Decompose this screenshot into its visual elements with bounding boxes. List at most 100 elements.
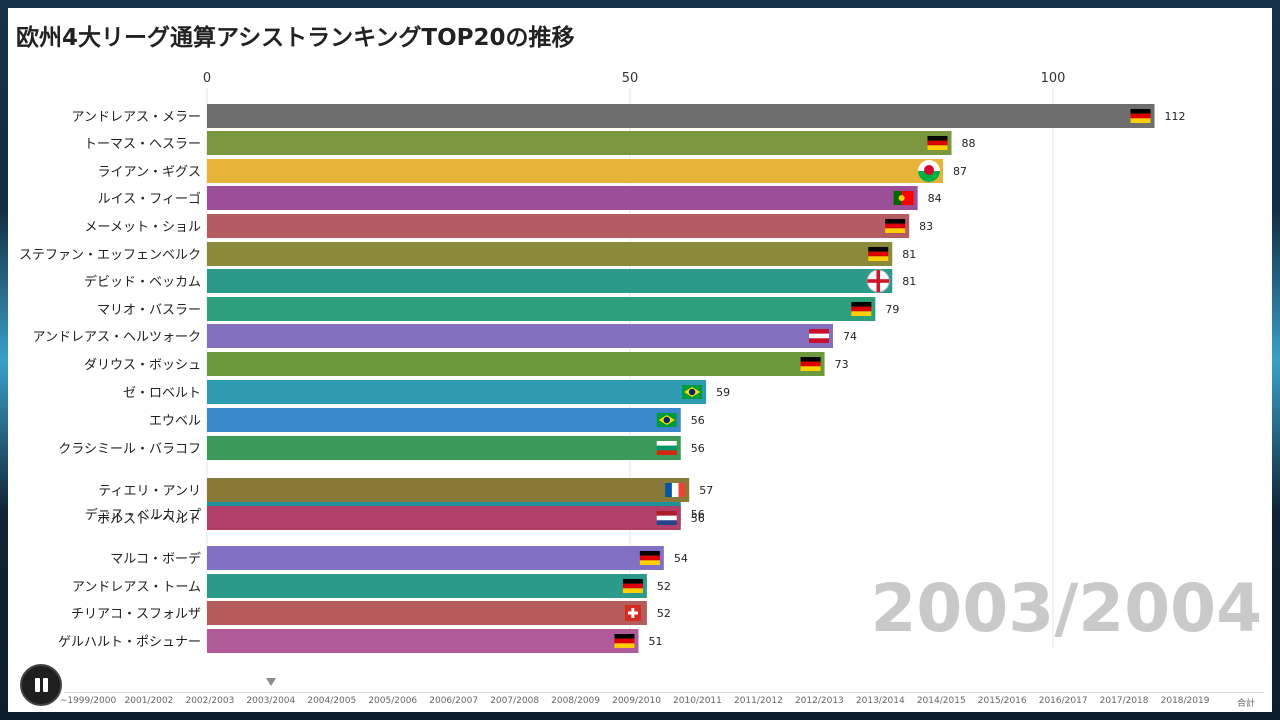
bar-label-11: エウベル [149, 414, 201, 429]
timeline[interactable]: ~1999/2000 2001/2002 2002/2003 2003/2004 200… [8, 668, 1272, 709]
bar-value-19: 51 [648, 635, 662, 648]
bar-label-19: ゲルハルト・ポシュナー [58, 635, 201, 650]
bar-value-11: 56 [691, 414, 705, 427]
bar-label-7: マリオ・バスラー [97, 303, 201, 318]
chart-panel: 欧州4大リーグ通算アシストランキングTOP20の推移 0 50 100 アンドレアス・… [8, 8, 1272, 712]
germany-flag-icon [800, 357, 821, 371]
bar-label-10: ゼ・ロベルト [123, 386, 201, 401]
x-tick-label: 100 [1041, 71, 1066, 86]
timeline-label[interactable]: 2007/2008 [490, 696, 540, 706]
bar-label-18: チリアコ・スフォルザ [71, 607, 201, 622]
bar-0 [207, 104, 1155, 128]
france-flag-icon [665, 483, 686, 497]
timeline-label[interactable]: 2005/2006 [368, 696, 418, 706]
bar-value-2: 87 [953, 165, 967, 178]
germany-flag-icon [885, 219, 906, 233]
bar-3 [207, 186, 918, 210]
page-title: 欧州4大リーグ通算アシストランキングTOP20の推移 [16, 25, 575, 51]
bar-label-16: マルコ・ボーデ [110, 551, 201, 567]
brazil-flag-icon [656, 413, 677, 427]
bar-8 [207, 324, 834, 348]
timeline-pointer-icon[interactable] [265, 678, 276, 686]
timeline-label[interactable]: 2011/2012 [733, 696, 783, 706]
timeline-label[interactable]: 2018/2019 [1160, 696, 1210, 706]
germany-flag-icon [622, 579, 643, 593]
bar-4 [207, 214, 910, 238]
bar-16 [207, 546, 664, 570]
bar-value-15: 56 [691, 512, 705, 525]
wales-flag-icon [918, 160, 941, 182]
bar-label-9: ダリウス・ボッシュ [84, 358, 201, 373]
bar-label-17: アンドレアス・トーム [72, 580, 201, 595]
bar-5 [207, 242, 893, 266]
bar-value-16: 54 [674, 552, 688, 565]
timeline-label[interactable]: 2015/2016 [977, 696, 1027, 706]
bar-15 [207, 506, 681, 530]
bar-value-14: 56 [691, 508, 705, 521]
timeline-label[interactable]: 2012/2013 [794, 696, 844, 706]
bulgaria-flag-icon [656, 441, 677, 455]
germany-flag-icon [639, 551, 660, 565]
bar-label-8: アンドレアス・ヘルツォーク [33, 330, 201, 345]
bar-label-0: アンドレアス・メラー [72, 110, 201, 125]
bar-value-1: 88 [961, 137, 975, 150]
bar-label-14: デニス・ベルカンプ [85, 507, 201, 523]
bar-value-0: 112 [1165, 110, 1186, 123]
bar-label-1: トーマス・ヘスラー [84, 137, 201, 152]
play-pause-button[interactable] [20, 664, 62, 706]
timeline-label[interactable]: 2013/2014 [855, 696, 905, 706]
bar-value-8: 74 [843, 330, 857, 343]
bar-18 [207, 601, 647, 625]
bar-9 [207, 352, 825, 376]
bar-value-18: 52 [657, 607, 671, 620]
bar-19 [207, 629, 639, 653]
bar-11 [207, 408, 681, 432]
timeline-label[interactable]: 2006/2007 [429, 696, 479, 706]
bar-label-12: クラシミール・バラコフ [58, 442, 201, 457]
bar-value-12: 56 [691, 442, 705, 455]
bar-value-5: 81 [902, 248, 916, 261]
timeline-label[interactable]: 2003/2004 [246, 696, 296, 706]
bar-value-4: 83 [919, 220, 933, 233]
england-flag-icon [866, 269, 890, 293]
bar-6 [207, 269, 893, 293]
bar-chart: 0 50 100 アンドレアス・メラー 112 トーマス・ヘスラー 88 ライアン・ギグス 87… [19, 71, 1186, 653]
timeline-track [64, 692, 1264, 693]
bar-value-10: 59 [716, 386, 730, 399]
bar-value-3: 84 [928, 192, 942, 205]
timeline-label[interactable]: 2014/2015 [916, 696, 966, 706]
bar-label-5: ステファン・エッフェンベルク [19, 248, 201, 263]
bar-value-7: 79 [885, 303, 899, 316]
netherlands-flag-icon [656, 511, 677, 525]
switzerland-flag-icon [624, 605, 641, 621]
bar-label-4: メーメット・ショル [85, 220, 201, 235]
timeline-label[interactable]: 2016/2017 [1038, 696, 1088, 706]
germany-flag-icon [927, 136, 948, 150]
timeline-label[interactable]: 2001/2002 [124, 696, 174, 706]
bar-10 [207, 380, 707, 404]
austria-flag-icon [809, 329, 830, 343]
brazil-flag-icon [682, 385, 703, 399]
x-tick-label: 50 [622, 71, 639, 86]
germany-flag-icon [851, 302, 872, 316]
timeline-label[interactable]: 2002/2003 [185, 696, 235, 706]
bar-13 [207, 478, 690, 502]
bar-12 [207, 436, 681, 460]
bar-17 [207, 574, 647, 598]
timeline-label[interactable]: 2017/2018 [1099, 696, 1149, 706]
germany-flag-icon [614, 634, 635, 648]
bar-label-6: デビッド・ベッカム [84, 274, 201, 290]
bar-value-9: 73 [835, 358, 849, 371]
portugal-flag-icon [893, 191, 914, 205]
timeline-label[interactable]: 2010/2011 [673, 696, 722, 706]
bar-label-13: ティエリ・アンリ [98, 484, 201, 499]
timeline-label[interactable]: 2004/2005 [307, 696, 357, 706]
bar-label-15: ボルスト・ヘルト [97, 512, 201, 527]
bar-7 [207, 297, 876, 321]
bar-label-2: ライアン・ギグス [98, 165, 201, 180]
current-period-label: 2003/2004 [870, 570, 1263, 647]
timeline-label[interactable]: 2008/2009 [551, 696, 600, 706]
timeline-label[interactable]: 2009/2010 [612, 696, 661, 706]
timeline-label[interactable]: ~1999/2000 [59, 696, 117, 706]
timeline-label[interactable]: 合計 [1236, 699, 1256, 709]
